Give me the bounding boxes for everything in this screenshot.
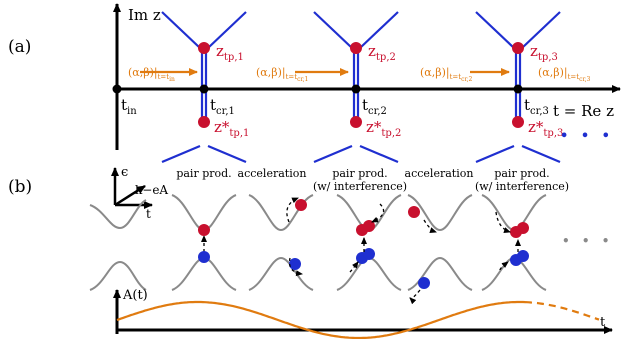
crossing-2: tcr,2 ztp,2 z*tp,2	[313, 11, 401, 164]
stage-label: pair prod.	[494, 167, 549, 180]
crossing-groups: tcr,1 ztp,1 z*tp,1 tcr,2 ztp,2 z*tp,2 tcr,3 ztp…	[161, 11, 563, 164]
coefficient-label: (α,β)|t=tin	[128, 66, 175, 83]
turning-point-conj-label: z*tp,1	[214, 118, 249, 139]
branch-cut-line	[475, 11, 515, 49]
branch-cut-line	[521, 11, 561, 49]
stage-labels: pair prod. acceleration pair prod.(w/ inte…	[176, 167, 569, 193]
turning-point-dot	[350, 42, 362, 54]
transition-arrow	[409, 289, 421, 305]
upper-band	[407, 194, 473, 232]
branch-cut-line	[359, 144, 399, 164]
transition-arrow	[288, 257, 303, 277]
turning-point-label: ztp,2	[368, 42, 396, 63]
panel-b-ellipsis: • • •	[562, 234, 613, 248]
k-label: k−eA	[135, 183, 168, 197]
turning-point-conj-dot	[512, 116, 524, 128]
crossing-time-dot	[199, 84, 209, 94]
crossing-3: tcr,3 ztp,3 z*tp,3	[475, 11, 563, 164]
branch-cut-line	[313, 144, 353, 164]
stage-label-line2: (w/ interference)	[475, 180, 569, 193]
transition-arrow	[349, 261, 359, 273]
stage-label: pair prod.	[332, 167, 387, 180]
turning-point-conj-label: z*tp,3	[528, 118, 563, 139]
crossing-time-dot	[513, 84, 523, 94]
time-evolution-arrows: (α,β)|t=tin (α,β)|t=tcr,1 (α,β)|t=tcr,2 (α,…	[128, 66, 591, 83]
branch-cut-line	[521, 144, 561, 164]
field-curve-solid	[116, 300, 526, 339]
energy-bands	[89, 194, 547, 305]
stage-label: pair prod.	[176, 167, 231, 180]
transition-arrow	[371, 203, 385, 223]
t-in-dot	[112, 84, 122, 94]
transition-arrow	[286, 197, 299, 223]
field-label: A(t)	[122, 288, 148, 303]
upper-band	[481, 194, 547, 232]
lower-band	[407, 256, 473, 291]
electron	[408, 206, 420, 218]
turning-point-conj-label: z*tp,2	[366, 118, 401, 139]
coefficient-label: (α,β)|t=tcr,2	[420, 66, 473, 83]
panel-a-label: (a)	[8, 37, 31, 57]
turning-point-label: ztp,3	[530, 42, 558, 63]
re-axis-label: t = Re z	[553, 102, 614, 120]
positron	[198, 251, 210, 263]
branch-cut-line	[207, 144, 247, 164]
lower-band	[248, 256, 314, 291]
branch-cut-line	[161, 11, 201, 49]
electron	[363, 220, 375, 232]
k-axis	[114, 184, 146, 207]
upper-band-vacuum	[89, 199, 147, 230]
panel-b-label: (b)	[8, 177, 32, 197]
t-mini-label: t	[146, 207, 151, 221]
positron	[418, 277, 430, 289]
transition-arrow	[495, 211, 511, 233]
coefficient-label: (α,β)|t=tcr,3	[538, 66, 591, 83]
crossing-time-label: tcr,2	[362, 96, 387, 117]
turning-point-dot	[198, 42, 210, 54]
electron	[517, 222, 529, 234]
crossing-time-label: tcr,3	[524, 96, 549, 117]
epsilon-label: ϵ	[121, 165, 128, 180]
im-axis-label: Im z	[128, 6, 161, 24]
crossing-time-label: tcr,1	[210, 96, 235, 117]
stage-label: acceleration	[238, 167, 307, 180]
turning-point-conj-dot	[350, 116, 362, 128]
crossing-time-dot	[351, 84, 361, 94]
positron	[363, 248, 375, 260]
branch-cut-line	[359, 11, 399, 49]
branch-cut-line	[313, 11, 353, 49]
turning-point-dot	[512, 42, 524, 54]
transition-arrow	[423, 219, 437, 233]
lower-band-vacuum	[89, 260, 147, 291]
field-time-label: t	[600, 315, 606, 330]
stage-label-line2: (w/ interference)	[313, 180, 407, 193]
lower-band	[336, 256, 402, 291]
positron	[517, 250, 529, 262]
panel-a-ellipsis: • • •	[560, 129, 614, 144]
turning-point-conj-dot	[198, 116, 210, 128]
turning-point-label: ztp,1	[216, 42, 244, 63]
electron	[198, 224, 210, 236]
crossing-1: tcr,1 ztp,1 z*tp,1	[161, 11, 249, 164]
branch-cut-line	[207, 11, 247, 49]
positron	[289, 258, 301, 270]
electron	[295, 199, 307, 211]
field-curve-dashed	[524, 301, 600, 321]
transition-arrow	[499, 261, 509, 271]
coefficient-label: (α,β)|t=tcr,1	[256, 66, 308, 83]
branch-cut-line	[161, 144, 201, 164]
t-in-label: tin	[121, 96, 137, 117]
branch-cut-line	[475, 144, 515, 164]
stage-label: acceleration	[405, 167, 474, 180]
